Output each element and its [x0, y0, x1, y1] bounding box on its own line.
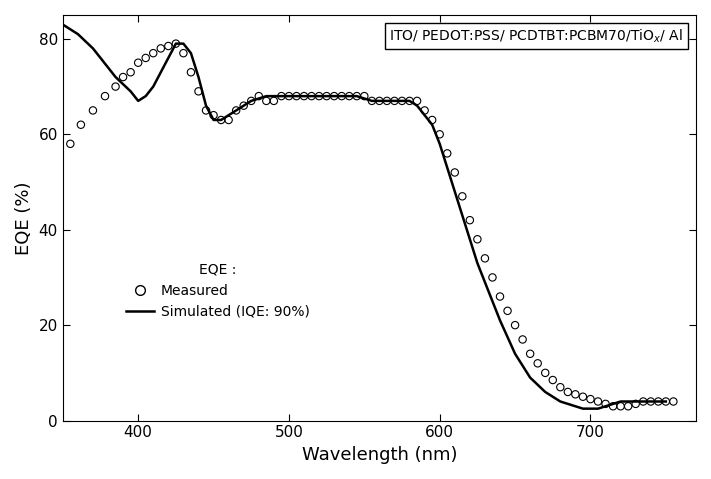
Point: [645, 398, 656, 405]
Y-axis label: EQE (%): EQE (%): [15, 181, 33, 254]
Point: [328, 92, 340, 100]
Point: [321, 92, 332, 100]
Point: [163, 42, 174, 50]
Point: [140, 54, 151, 62]
Point: [306, 92, 317, 100]
Point: [343, 92, 355, 100]
Point: [577, 393, 589, 400]
Point: [622, 402, 634, 410]
Point: [100, 92, 111, 100]
Point: [230, 107, 242, 114]
Point: [638, 398, 649, 405]
Point: [351, 92, 363, 100]
Point: [509, 321, 520, 329]
Point: [75, 121, 87, 128]
Point: [532, 360, 543, 367]
Text: ITO/ PEDOT:PSS/ PCDTBT:PCBM70/TiO$_x$/ Al: ITO/ PEDOT:PSS/ PCDTBT:PCBM70/TiO$_x$/ A…: [390, 27, 683, 45]
Point: [427, 116, 438, 124]
Point: [668, 398, 679, 405]
Point: [299, 92, 310, 100]
Point: [276, 92, 287, 100]
Point: [555, 383, 566, 391]
Point: [396, 97, 407, 105]
Point: [186, 68, 197, 76]
Point: [110, 83, 122, 91]
Point: [178, 49, 189, 57]
Point: [148, 49, 159, 57]
Point: [117, 73, 129, 81]
Point: [494, 293, 506, 300]
Point: [584, 395, 596, 403]
Point: [547, 376, 558, 384]
Point: [525, 350, 536, 358]
Point: [592, 398, 604, 405]
Point: [502, 307, 513, 315]
Point: [600, 400, 611, 408]
Point: [630, 400, 641, 408]
Point: [607, 402, 619, 410]
Point: [570, 390, 581, 398]
Point: [419, 107, 430, 114]
Point: [291, 92, 302, 100]
Point: [155, 45, 166, 52]
Point: [366, 97, 378, 105]
Point: [487, 274, 498, 281]
Point: [456, 193, 468, 200]
Point: [65, 140, 76, 148]
Point: [404, 97, 415, 105]
Point: [374, 97, 385, 105]
Point: [314, 92, 325, 100]
Point: [449, 169, 461, 176]
Point: [464, 217, 476, 224]
X-axis label: Wavelength (nm): Wavelength (nm): [301, 446, 457, 464]
Point: [132, 59, 144, 67]
Point: [442, 149, 453, 157]
Point: [125, 68, 137, 76]
Point: [389, 97, 400, 105]
Point: [412, 97, 423, 105]
Point: [517, 336, 528, 343]
Legend: Measured, Simulated (IQE: 90%): Measured, Simulated (IQE: 90%): [120, 257, 315, 324]
Point: [170, 40, 181, 47]
Point: [540, 369, 551, 376]
Point: [562, 388, 574, 396]
Point: [238, 102, 250, 110]
Point: [653, 398, 664, 405]
Point: [193, 88, 204, 95]
Point: [434, 130, 445, 138]
Point: [223, 116, 235, 124]
Point: [201, 107, 212, 114]
Point: [336, 92, 348, 100]
Point: [208, 112, 219, 119]
Point: [87, 107, 99, 114]
Point: [615, 402, 626, 410]
Point: [358, 92, 370, 100]
Point: [261, 97, 272, 105]
Point: [660, 398, 671, 405]
Point: [479, 254, 491, 262]
Point: [381, 97, 392, 105]
Point: [253, 92, 264, 100]
Point: [471, 236, 483, 243]
Point: [283, 92, 294, 100]
Point: [215, 116, 227, 124]
Point: [268, 97, 279, 105]
Point: [245, 97, 257, 105]
